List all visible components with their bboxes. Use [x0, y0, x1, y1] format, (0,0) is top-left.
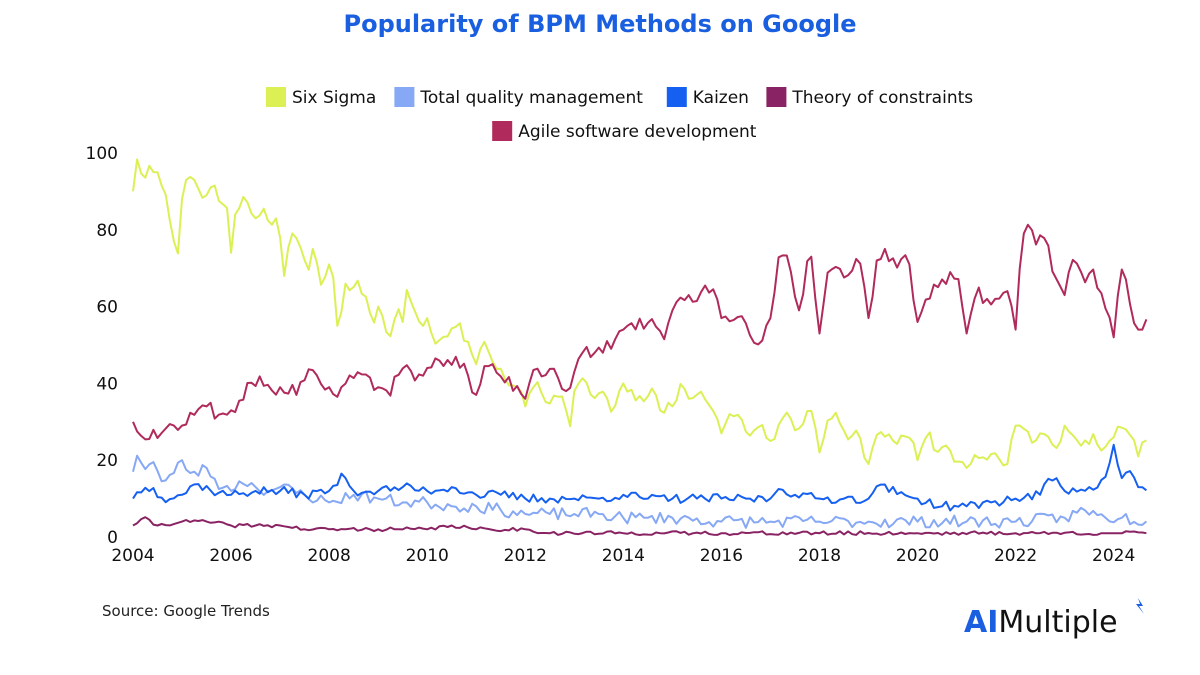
series-line-kaizen [132, 443, 1148, 512]
legend-swatch [394, 87, 415, 107]
x-tick-label: 2008 [308, 546, 351, 566]
logo-bolt-icon [1136, 598, 1144, 614]
x-tick-label: 2022 [994, 546, 1037, 566]
y-tick-label: 80 [96, 221, 118, 241]
series-line-agile-software-development [132, 223, 1148, 441]
x-tick-label: 2014 [602, 546, 645, 566]
x-tick-label: 2010 [406, 546, 449, 566]
legend-swatch [492, 121, 513, 141]
legend: Six Sigma Total quality management Kaizen T… [266, 87, 973, 142]
legend-swatch [766, 87, 787, 107]
x-tick-label: 2012 [504, 546, 547, 566]
series-line-theory-of-constraints [132, 516, 1147, 536]
series-lines [132, 158, 1148, 536]
x-tick-label: 2016 [700, 546, 743, 566]
x-tick-label: 2006 [209, 546, 252, 566]
x-tick-label: 2020 [896, 546, 939, 566]
y-tick-label: 40 [96, 374, 118, 394]
x-tick-label: 2004 [111, 546, 154, 566]
source-note: Source: Google Trends [102, 602, 270, 620]
x-tick-label: 2018 [798, 546, 841, 566]
x-axis: 2004 2006 2008 2010 2012 2014 2016 2018 2020 2022… [111, 546, 1135, 566]
aimultiple-logo: AIMultiple [964, 598, 1144, 640]
legend-item: Total quality management [394, 87, 643, 108]
legend-item: Theory of constraints [766, 87, 973, 108]
y-tick-label: 20 [96, 451, 118, 471]
legend-swatch [266, 87, 286, 107]
logo-multiple: Multiple [998, 605, 1117, 640]
legend-label: Total quality management [419, 88, 643, 108]
logo-ai: AI [964, 605, 998, 640]
legend-label: Six Sigma [292, 88, 376, 108]
x-tick-label: 2024 [1092, 546, 1135, 566]
legend-label: Theory of constraints [791, 88, 973, 108]
y-tick-label: 100 [86, 144, 118, 164]
y-tick-label: 60 [96, 298, 118, 318]
legend-item: Agile software development [492, 121, 757, 142]
legend-item: Six Sigma [266, 87, 376, 108]
y-axis: 0 20 40 60 80 100 [86, 144, 118, 548]
legend-label: Kaizen [693, 88, 749, 108]
chart-title: Popularity of BPM Methods on Google [343, 10, 856, 38]
legend-swatch [666, 87, 687, 107]
logo-text: AIMultiple [964, 605, 1118, 640]
series-line-six-sigma [132, 158, 1147, 469]
legend-item: Kaizen [666, 87, 749, 108]
y-tick-label: 0 [107, 528, 118, 548]
legend-label: Agile software development [518, 122, 757, 142]
series-line-total-quality-management [132, 454, 1148, 529]
